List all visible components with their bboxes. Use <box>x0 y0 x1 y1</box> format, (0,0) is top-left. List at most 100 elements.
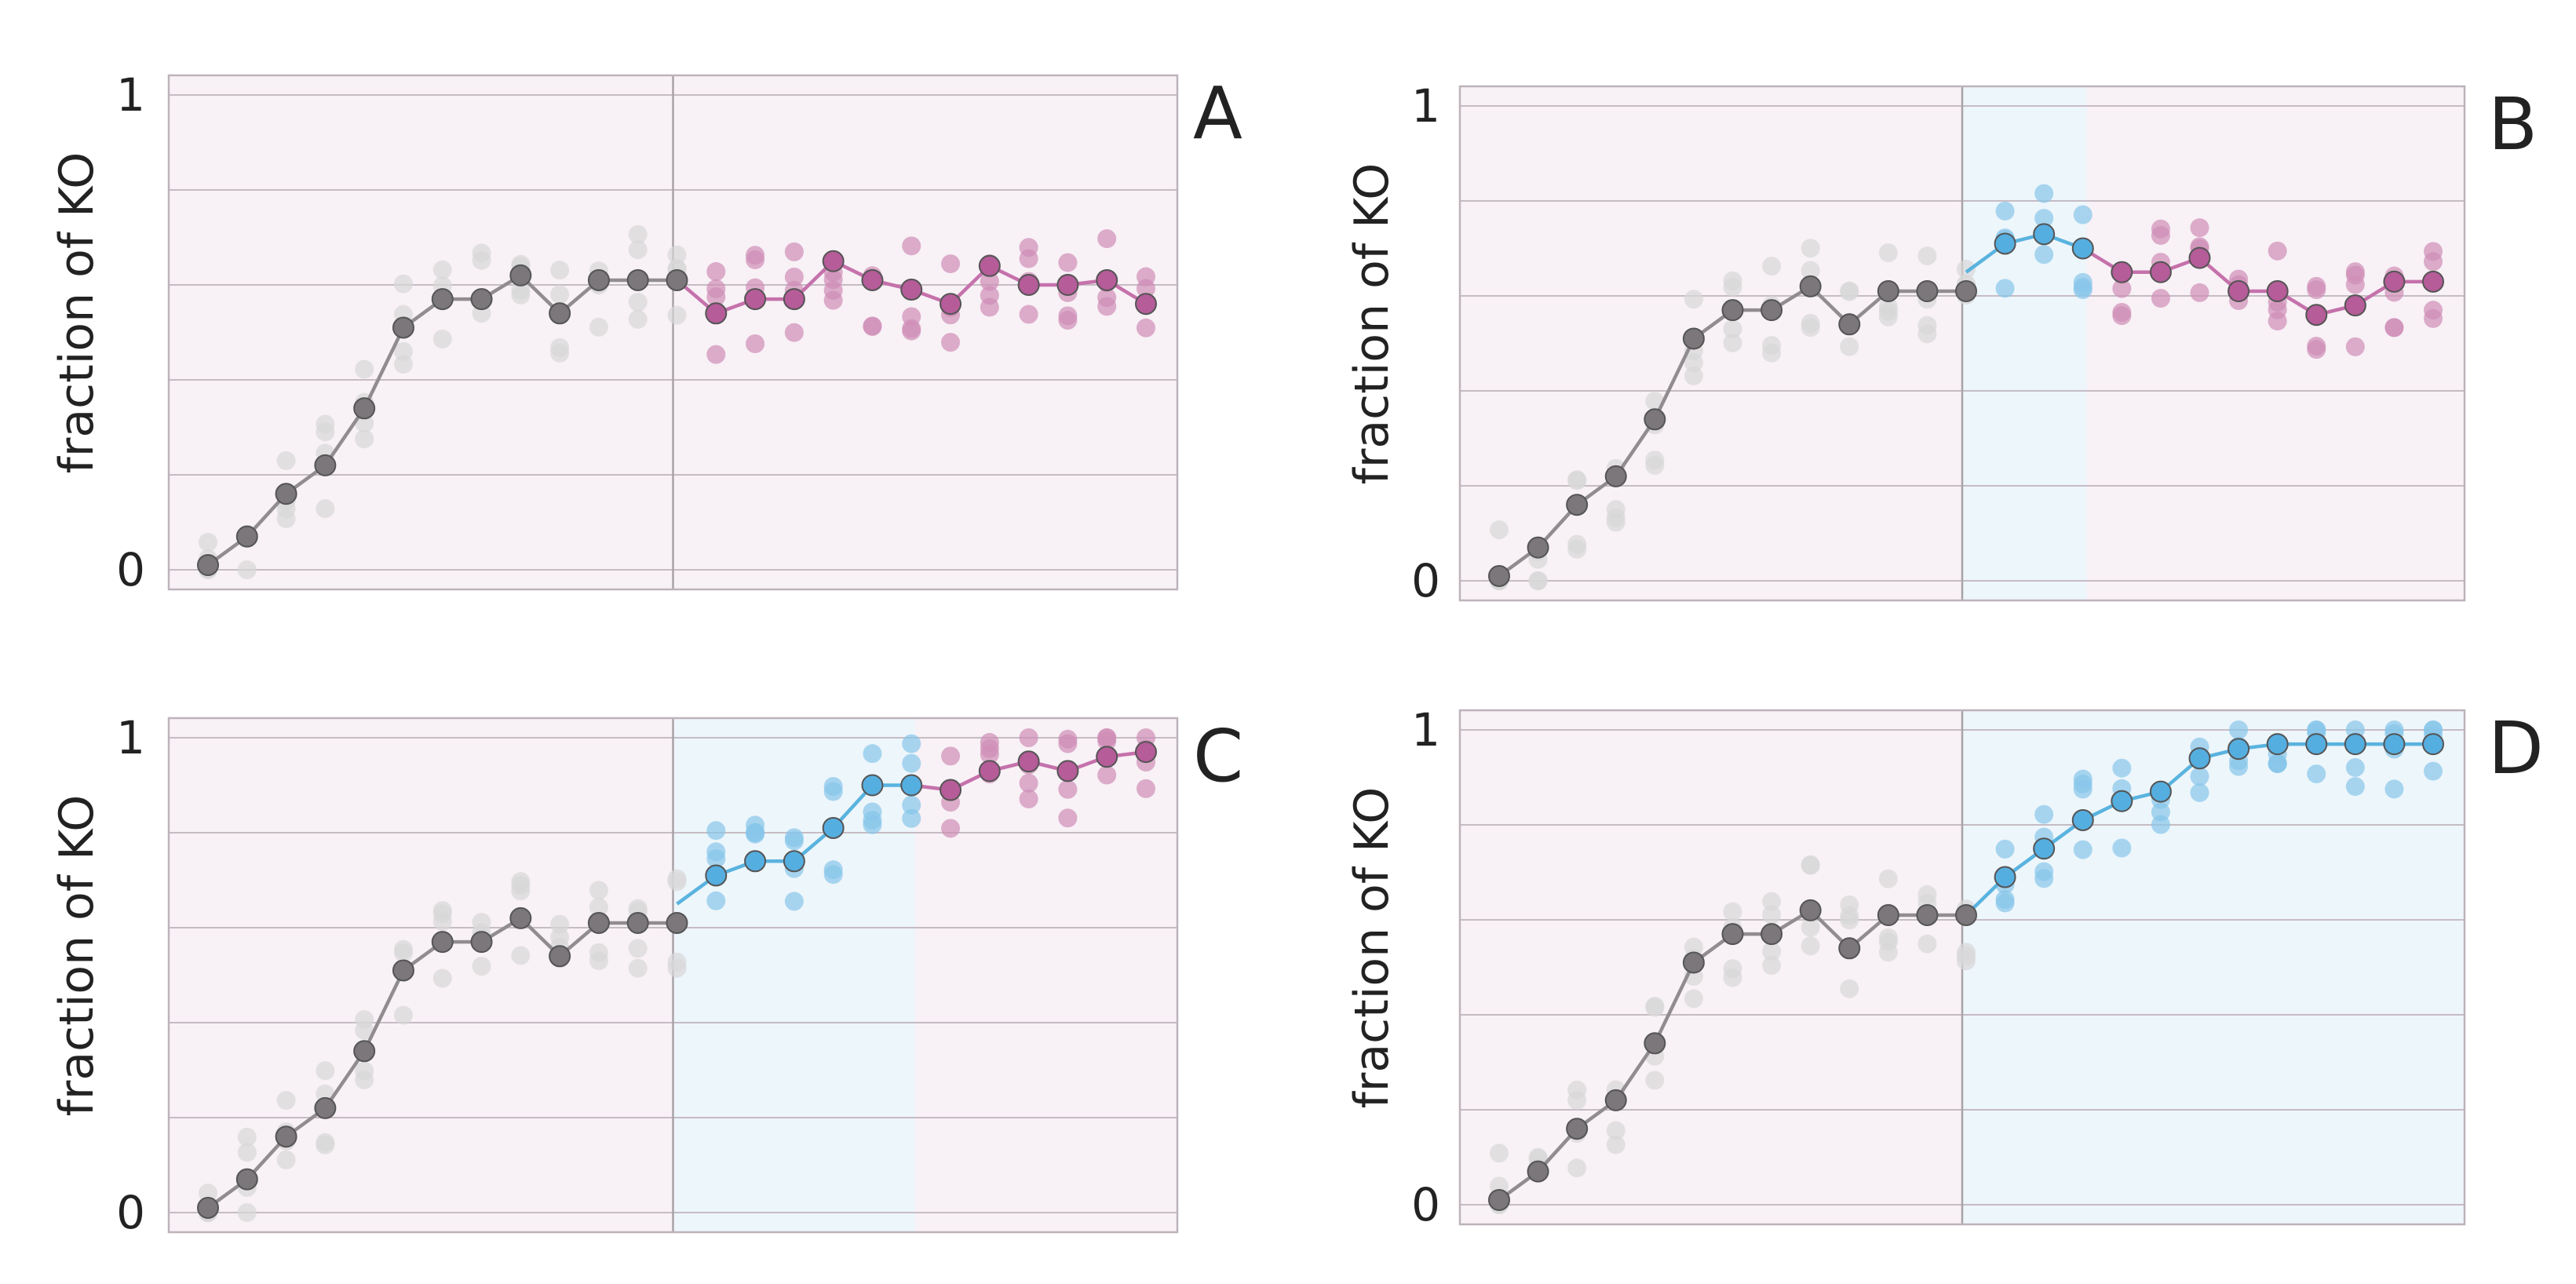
replicate-point <box>823 777 843 797</box>
replicate-point <box>1723 902 1742 921</box>
data-point-knockout <box>2305 304 2328 326</box>
data-point-baseline <box>1761 299 1783 322</box>
replicate-point <box>2112 838 2132 858</box>
data-point-treatment <box>2383 733 2406 756</box>
replicate-point <box>237 1203 257 1222</box>
y-tick-label: 1 <box>1411 79 1440 133</box>
panel-letter: B <box>2488 82 2538 166</box>
replicate-point <box>1567 471 1587 491</box>
replicate-point <box>276 1091 296 1111</box>
data-point-knockout <box>1056 760 1079 782</box>
replicate-point <box>2345 337 2365 356</box>
replicate-point <box>1917 934 1937 954</box>
replicate-point <box>2190 782 2209 802</box>
replicate-point <box>1723 968 1742 987</box>
replicate-point <box>784 267 804 286</box>
panel-letter: C <box>1193 714 1243 798</box>
data-point-knockout <box>900 279 923 301</box>
replicate-point <box>2345 777 2365 797</box>
replicate-point <box>628 292 648 312</box>
replicate-point <box>1606 1135 1626 1155</box>
data-point-knockout <box>1017 750 1040 773</box>
replicate-point <box>316 414 335 434</box>
replicate-point <box>863 811 882 830</box>
replicate-point <box>1957 260 1976 279</box>
data-point-knockout <box>1135 293 1157 316</box>
replicate-point <box>511 281 531 301</box>
data-point-baseline <box>1488 564 1510 587</box>
replicate-point <box>1801 936 1820 956</box>
replicate-point <box>589 317 608 337</box>
data-point-treatment <box>2228 738 2250 761</box>
y-tick-label: 0 <box>1411 1178 1440 1231</box>
replicate-point <box>589 881 608 900</box>
replicate-point <box>1917 246 1937 266</box>
data-point-knockout <box>861 268 884 291</box>
replicate-point <box>2268 753 2287 773</box>
replicate-point <box>1723 319 1742 339</box>
data-point-knockout <box>1096 746 1118 768</box>
replicate-point <box>1840 281 1859 301</box>
replicate-point <box>667 245 687 264</box>
replicate-point <box>1058 306 1078 326</box>
replicate-point <box>1097 728 1117 747</box>
data-point-baseline <box>1799 275 1822 297</box>
replicate-point <box>1684 366 1703 385</box>
data-point-baseline <box>587 911 610 934</box>
replicate-point <box>432 260 452 279</box>
data-point-baseline <box>1838 937 1861 960</box>
replicate-point <box>746 250 765 269</box>
replicate-point <box>706 821 726 841</box>
replicate-point <box>237 1127 257 1147</box>
data-point-treatment <box>861 774 884 797</box>
replicate-point <box>2268 241 2287 261</box>
replicate-point <box>355 359 374 379</box>
replicate-point <box>902 808 921 828</box>
data-point-treatment <box>2422 733 2444 756</box>
replicate-point <box>823 290 843 310</box>
data-point-treatment <box>2111 790 2133 812</box>
replicate-point <box>1567 1158 1587 1178</box>
data-point-baseline <box>1838 313 1861 336</box>
data-point-baseline <box>235 1168 258 1191</box>
data-point-baseline <box>1682 327 1705 350</box>
replicate-point <box>589 897 608 917</box>
replicate-point <box>1019 773 1038 793</box>
data-point-knockout <box>1135 741 1157 764</box>
replicate-point <box>2073 277 2093 297</box>
replicate-point <box>1762 892 1782 911</box>
series-line-knockout <box>2082 246 2433 317</box>
replicate-point <box>2073 779 2093 799</box>
replicate-point <box>2345 757 2365 777</box>
data-point-treatment <box>1994 866 2016 888</box>
data-point-baseline <box>314 454 337 476</box>
replicate-point <box>628 240 648 260</box>
replicate-point <box>1995 201 2015 221</box>
replicate-point <box>1019 728 1038 747</box>
replicate-point <box>628 958 648 978</box>
data-point-baseline <box>1721 299 1744 322</box>
data-point-baseline <box>549 302 571 325</box>
replicate-point <box>1762 956 1782 976</box>
replicate-point <box>746 334 765 353</box>
data-point-baseline <box>1761 923 1783 946</box>
replicate-point <box>550 914 570 934</box>
replicate-point <box>2307 340 2326 359</box>
replicate-point <box>1684 290 1703 309</box>
data-point-knockout <box>978 760 1001 782</box>
data-point-baseline <box>1604 1089 1627 1111</box>
data-point-baseline <box>509 906 532 929</box>
replicate-point <box>2190 767 2209 786</box>
y-axis-label: fraction of KO <box>49 152 104 474</box>
replicate-point <box>706 891 726 910</box>
data-point-baseline <box>1644 1032 1666 1055</box>
data-point-baseline <box>666 911 688 934</box>
data-point-treatment <box>2149 780 2172 803</box>
replicate-point <box>1878 869 1898 888</box>
data-point-baseline <box>1566 1118 1589 1140</box>
replicate-point <box>1137 267 1155 286</box>
replicate-point <box>1645 455 1665 475</box>
replicate-point <box>1490 1144 1509 1163</box>
